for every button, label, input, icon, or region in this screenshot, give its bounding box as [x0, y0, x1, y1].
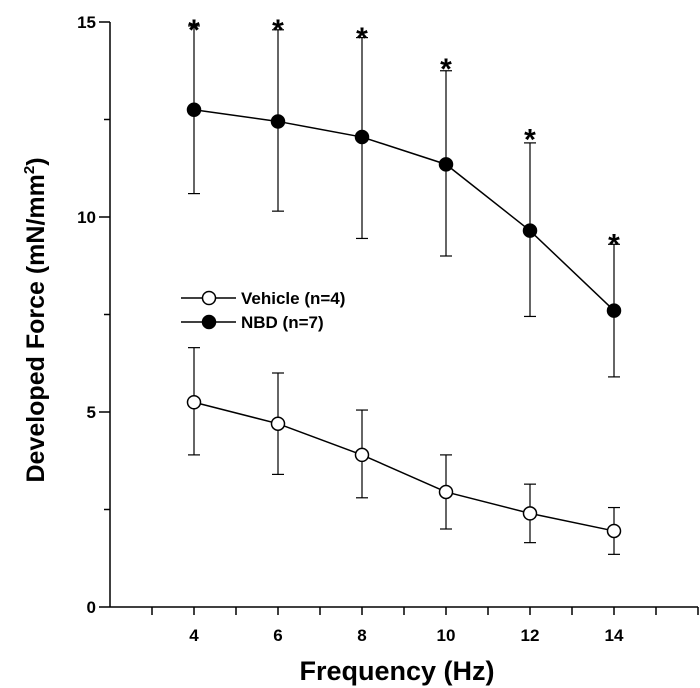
legend-marker: [201, 290, 217, 306]
data-point: [438, 157, 454, 172]
y-tick-label: 0: [87, 598, 96, 617]
series-layer: [186, 25, 622, 555]
significance-star: *: [440, 53, 452, 86]
series-1: [186, 347, 622, 555]
x-tick-label: 4: [189, 626, 199, 645]
series-line: [193, 401, 615, 532]
x-tick-label: 10: [437, 626, 456, 645]
y-tick-label: 5: [87, 403, 96, 422]
y-axis-title-superscript: 2: [21, 166, 38, 174]
legend-marker: [201, 314, 217, 330]
significance-star: *: [356, 22, 368, 55]
axes: 0 5 10 15 4 6 8 10 12 14: [77, 13, 699, 645]
series-2: [186, 25, 622, 378]
data-point: [522, 223, 538, 238]
data-point: [606, 303, 622, 318]
significance-star: *: [272, 14, 284, 47]
data-point: [186, 102, 202, 117]
x-axis-title: Frequency (Hz): [299, 656, 494, 686]
data-point: [354, 129, 370, 145]
x-tick-label: 8: [357, 626, 366, 645]
data-point: [522, 506, 538, 521]
data-point: [270, 114, 286, 129]
y-tick-label: 10: [77, 208, 96, 227]
data-point: [186, 395, 202, 410]
y-tick-label: 15: [77, 13, 96, 32]
y-axis-title-main: Developed Force (mN/mm: [22, 174, 50, 482]
y-axis-title-close: ): [22, 157, 50, 165]
legend-label: Vehicle (n=4): [241, 289, 345, 308]
data-point: [606, 523, 622, 539]
data-point: [438, 484, 454, 500]
series-line: [193, 109, 615, 312]
significance-star: *: [188, 14, 200, 47]
y-axis-title: Developed Force (mN/mm2): [21, 157, 50, 482]
data-point: [270, 416, 286, 431]
legend-label: NBD (n=7): [241, 313, 324, 332]
x-tick-label: 6: [273, 626, 282, 645]
significance-star: *: [524, 123, 536, 156]
data-point: [354, 447, 370, 463]
x-tick-label: 14: [605, 626, 624, 645]
annotation-layer: * * * * * *: [188, 14, 620, 262]
significance-star: *: [608, 229, 620, 262]
legend: Vehicle (n=4) NBD (n=7): [181, 289, 345, 332]
x-tick-label: 12: [521, 626, 540, 645]
